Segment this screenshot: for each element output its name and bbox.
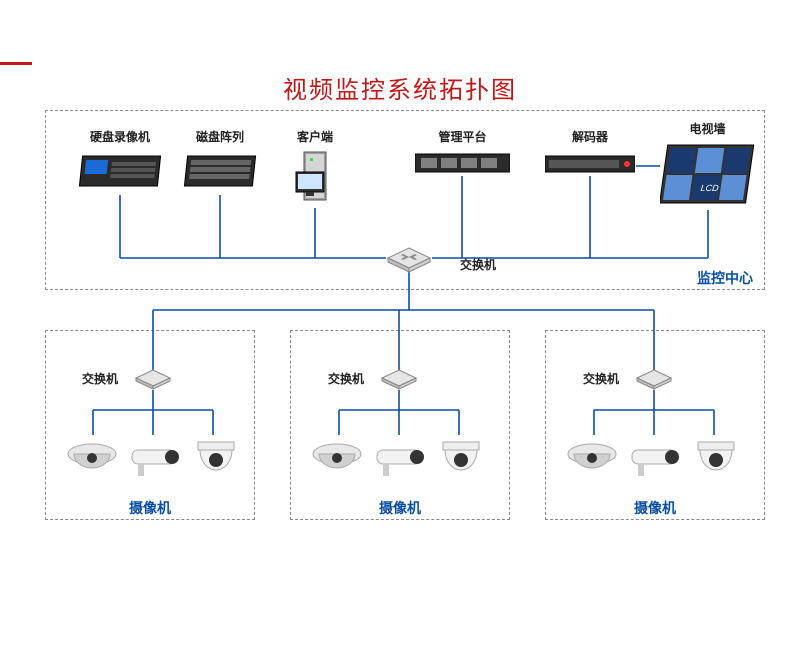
nvr-label: 硬盘录像机 — [75, 128, 165, 145]
tv-wall-text: LCD — [700, 183, 720, 193]
access-switch-label: 交换机 — [316, 370, 376, 387]
accent-rule — [0, 62, 32, 65]
camera-cluster — [305, 434, 495, 494]
access-switch-label: 交换机 — [571, 370, 631, 387]
access-switch-label: 交换机 — [70, 370, 130, 387]
nvr-device — [75, 152, 165, 199]
camera-group-label: 摄像机 — [45, 498, 255, 518]
camera-cluster — [60, 434, 250, 494]
mgmt-platform-device — [415, 152, 510, 181]
access-switch-icon — [635, 368, 673, 395]
decoder-label: 解码器 — [545, 128, 635, 145]
client-device — [290, 148, 340, 213]
tv-wall-device: LCD — [660, 143, 755, 216]
disk-array-label: 磁盘阵列 — [180, 128, 260, 145]
camera-cluster — [560, 434, 750, 494]
client-label: 客户端 — [285, 128, 345, 145]
monitor-center-label: 监控中心 — [690, 268, 760, 288]
access-switch-icon — [134, 368, 172, 395]
diagram-title: 视频监控系统拓扑图 — [0, 70, 800, 105]
core-switch-icon — [386, 246, 432, 279]
core-switch-label: 交换机 — [460, 256, 520, 273]
tv-wall-label: 电视墙 — [660, 120, 755, 137]
disk-array-device — [180, 152, 260, 199]
access-switch-icon — [380, 368, 418, 395]
camera-group-label: 摄像机 — [290, 498, 510, 518]
decoder-device — [545, 154, 635, 181]
camera-group-label: 摄像机 — [545, 498, 765, 518]
mgmt-platform-label: 管理平台 — [415, 128, 510, 145]
